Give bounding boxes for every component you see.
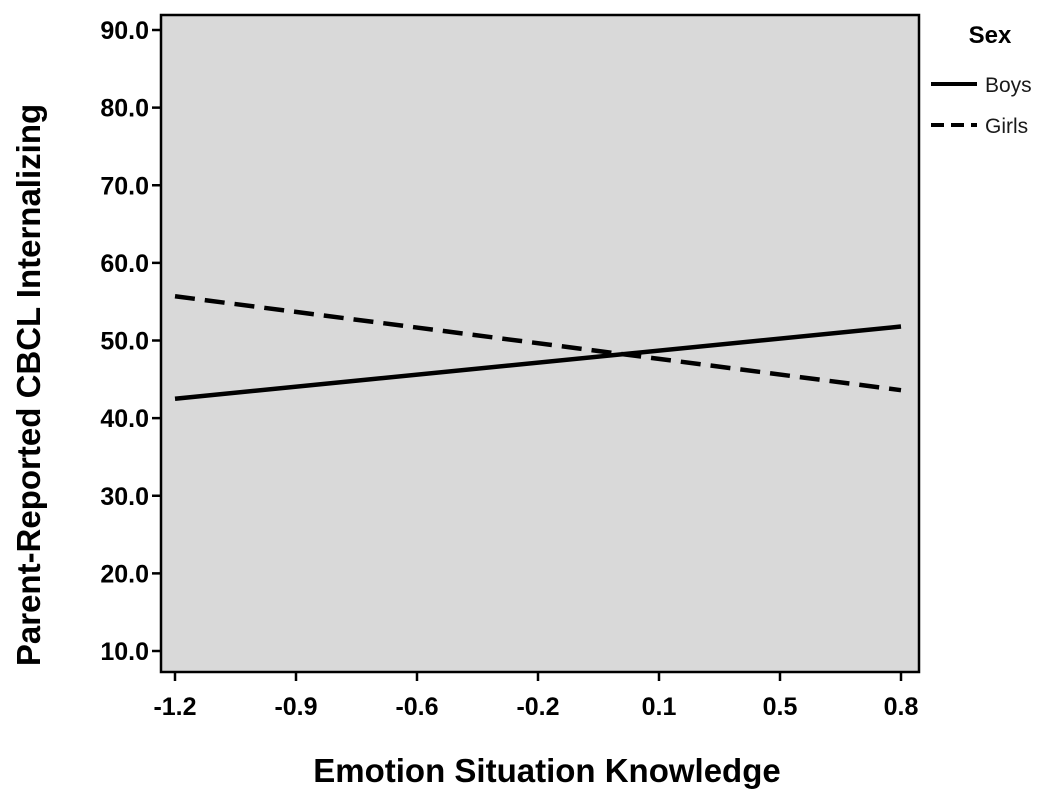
x-tick-label: -1.2: [153, 693, 196, 721]
series-line-girls: [174, 294, 902, 393]
legend-title: Sex: [969, 22, 1012, 49]
x-tick-label: 0.8: [884, 693, 919, 721]
x-tick-label: -0.2: [516, 693, 559, 721]
legend-label-boys: Boys: [985, 74, 1032, 97]
x-tick-label: 0.1: [642, 693, 677, 721]
legend: Sex Boys Girls: [931, 22, 1032, 138]
x-tick-label: 0.5: [763, 693, 798, 721]
y-axis-title: Parent-Reported CBCL Internalizing: [10, 104, 47, 666]
y-tick-label: 40.0: [100, 405, 149, 433]
y-axis-ticks: 10.0 20.0 30.0 40.0 50.0 60.0 70.0 80.0 90.0: [100, 17, 161, 666]
x-tick-label: -0.6: [395, 693, 438, 721]
series-line-boys: [174, 324, 902, 401]
y-tick-label: 80.0: [100, 95, 149, 123]
x-axis-title: Emotion Situation Knowledge: [313, 752, 780, 789]
y-tick-label: 20.0: [100, 560, 149, 588]
legend-items: Boys Girls: [931, 74, 1032, 138]
y-tick-label: 10.0: [100, 638, 149, 666]
x-tick-label: -0.9: [274, 693, 317, 721]
legend-label-girls: Girls: [985, 115, 1028, 138]
y-tick-label: 60.0: [100, 250, 149, 278]
x-axis-ticks: -1.2 -0.9 -0.6 -0.2 0.1 0.5 0.8: [153, 672, 918, 721]
series-layer: [174, 294, 902, 401]
y-tick-label: 30.0: [100, 483, 149, 511]
y-tick-label: 50.0: [100, 328, 149, 356]
y-tick-label: 90.0: [100, 17, 149, 45]
y-tick-label: 70.0: [100, 172, 149, 200]
